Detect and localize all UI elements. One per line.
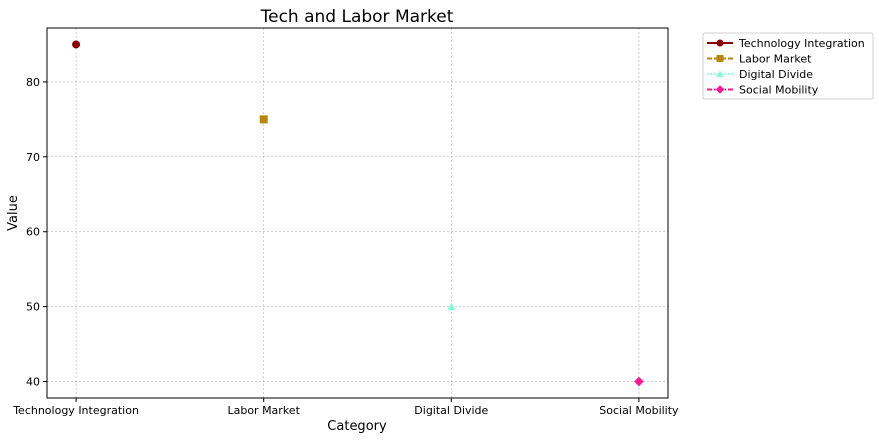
y-tick-label: 50 <box>26 301 40 314</box>
legend-marker <box>716 70 724 77</box>
data-points <box>72 40 644 387</box>
x-tick-label: Social Mobility <box>599 404 679 417</box>
y-axis: 40 50 60 70 80 <box>26 76 47 389</box>
legend-marker <box>716 55 724 62</box>
x-tick-label: Technology Integration <box>12 404 139 417</box>
x-tick-label: Labor Market <box>227 404 300 417</box>
legend-label: Digital Divide <box>739 68 813 81</box>
legend-label: Technology Integration <box>738 37 865 50</box>
x-axis: Technology Integration Labor Market Digita… <box>12 398 679 417</box>
grid <box>47 28 668 398</box>
legend-frame <box>702 32 874 100</box>
legend-label: Labor Market <box>739 53 812 66</box>
legend-marker <box>716 39 724 47</box>
data-point <box>259 115 268 124</box>
y-tick-label: 70 <box>26 151 40 164</box>
data-point <box>72 40 81 49</box>
data-point <box>447 302 456 311</box>
legend-marker <box>715 85 725 94</box>
plot-area-frame <box>46 27 669 399</box>
legend-label: Social Mobility <box>739 84 819 97</box>
legend: Technology Integration Labor Market Digita… <box>702 32 874 100</box>
chart-title: Tech and Labor Market <box>260 7 454 27</box>
x-axis-label: Category <box>327 419 387 434</box>
y-tick-label: 60 <box>26 226 40 239</box>
y-tick-label: 80 <box>26 76 40 89</box>
x-tick-label: Digital Divide <box>414 404 488 417</box>
data-point <box>634 376 644 387</box>
y-tick-label: 40 <box>26 376 40 389</box>
y-axis-label: Value <box>6 195 21 231</box>
